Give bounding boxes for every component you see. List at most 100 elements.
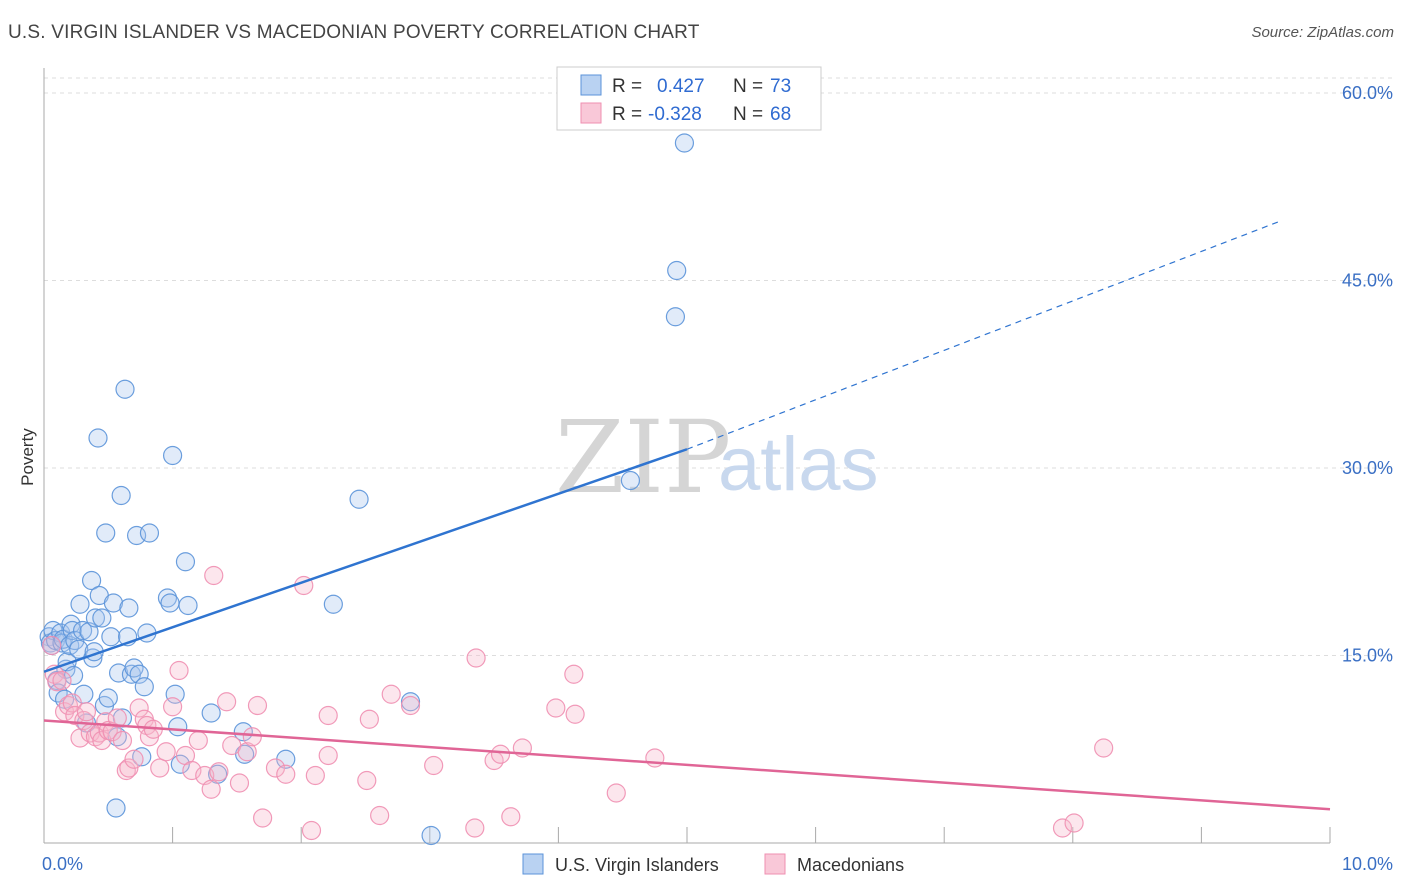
macedonian-point: [318, 705, 338, 726]
watermark: ZIP atlas: [555, 399, 879, 516]
macedonian-point: [565, 704, 585, 724]
macedonian-point: [370, 805, 390, 826]
macedonian-point: [242, 727, 262, 747]
macedonian-point: [1064, 813, 1084, 833]
macedonian-point: [465, 818, 485, 838]
macedonian-point: [237, 742, 257, 762]
virgin-islander-point: [101, 627, 121, 647]
virgin-islander-point: [96, 523, 116, 543]
macedonian-point: [163, 697, 183, 717]
virgin-islander-point: [124, 658, 144, 678]
macedonian-point: [247, 695, 268, 716]
legend-n-value-2: 68: [770, 104, 791, 125]
macedonian-point: [501, 807, 521, 827]
macedonian-point: [1094, 738, 1114, 758]
legend-n-label-1: N =: [733, 76, 763, 97]
macedonian-point: [62, 693, 82, 713]
y-tick-label: 30.0%: [1342, 458, 1393, 478]
trend-lines: [43, 221, 1331, 811]
macedonian-point: [116, 760, 136, 781]
y-tick-label: 45.0%: [1342, 271, 1393, 291]
series-us-virgin-islanders: [39, 133, 695, 846]
legend-swatch-pink: [580, 102, 602, 124]
virgin-islander-point: [674, 133, 695, 153]
y-tick-label: 15.0%: [1342, 646, 1393, 666]
virgin-islander-point: [665, 307, 686, 327]
macedonian-point: [169, 660, 189, 681]
macedonian-point: [424, 755, 444, 776]
series-macedonians: [42, 565, 1114, 841]
macedonian-point: [276, 764, 296, 784]
macedonian-point: [217, 692, 237, 712]
macedonian-point: [466, 648, 486, 668]
macedonian-point: [490, 744, 511, 764]
x-tick-label: 10.0%: [1342, 854, 1393, 874]
legend-r-label-2: R =: [612, 104, 642, 125]
macedonian-trend-line: [43, 719, 1331, 811]
bottom-legend-label-blue: U.S. Virgin Islanders: [555, 855, 719, 875]
macedonian-point: [305, 765, 325, 786]
bottom-legend-swatch-blue: [522, 853, 544, 875]
macedonian-point: [112, 730, 133, 751]
virgin-islander-point: [421, 825, 441, 846]
virgin-islander-point: [119, 598, 139, 618]
macedonian-point: [76, 702, 97, 722]
virgin-islander-point: [81, 570, 102, 591]
macedonian-point: [129, 698, 149, 718]
virgin-islander-point: [70, 594, 90, 614]
virgin-islander-point: [165, 684, 185, 704]
macedonian-point: [359, 709, 379, 729]
legend-r-value-2: -0.328: [648, 104, 702, 125]
macedonian-point: [156, 742, 176, 762]
bottom-legend-label-pink: Macedonians: [797, 855, 904, 875]
macedonian-point: [229, 773, 250, 793]
y-tick-labels: 15.0% 30.0% 45.0% 60.0%: [1342, 83, 1393, 666]
macedonian-point: [546, 698, 566, 718]
virgin-islander-point: [103, 593, 124, 613]
macedonian-point: [301, 820, 322, 841]
y-tick-label: 60.0%: [1342, 83, 1393, 103]
virgin-islander-point: [132, 747, 152, 767]
top-legend: R = 0.427 N = 73 R = -0.328 N = 68: [556, 66, 822, 131]
chart-title: U.S. VIRGIN ISLANDER VS MACEDONIAN POVER…: [8, 22, 700, 43]
legend-r-value-1: 0.427: [657, 76, 705, 97]
virgin-islander-point: [69, 639, 89, 659]
legend-n-label-2: N =: [733, 104, 763, 125]
virgin-islander-trend-extension: [686, 221, 1279, 450]
x-axis-ticks: [172, 827, 1331, 843]
macedonian-point: [204, 565, 224, 586]
virgin-islander-point: [129, 664, 149, 684]
virgin-islander-point: [92, 608, 112, 628]
virgin-islander-point: [349, 489, 369, 509]
virgin-islander-point: [72, 620, 93, 641]
macedonian-point: [318, 745, 338, 766]
x-tick-labels: 0.0% 10.0%: [42, 854, 1393, 874]
macedonian-point: [150, 758, 170, 778]
virgin-islander-point: [134, 677, 154, 697]
virgin-islander-point: [115, 379, 135, 399]
macedonian-point: [201, 779, 221, 799]
virgin-islander-point: [175, 552, 196, 572]
grid-lines: [44, 77, 1395, 656]
legend-swatch-blue: [580, 74, 602, 96]
virgin-islander-point: [85, 608, 106, 628]
macedonian-point: [1052, 818, 1073, 838]
macedonian-point: [188, 730, 208, 751]
bottom-legend: U.S. Virgin Islanders Macedonians: [522, 853, 904, 875]
virgin-islander-point: [233, 722, 253, 742]
macedonian-point: [381, 684, 401, 704]
macedonian-point: [52, 670, 72, 691]
virgin-islander-point: [61, 614, 81, 634]
virgin-islander-point: [168, 717, 188, 737]
virgin-islander-point: [160, 593, 180, 613]
virgin-islander-trend-line: [43, 448, 688, 673]
source-label: Source: ZipAtlas.com: [1251, 24, 1394, 41]
bottom-legend-swatch-pink: [764, 853, 786, 875]
macedonian-point: [209, 762, 229, 782]
virgin-islander-point: [201, 703, 221, 723]
virgin-islander-point: [163, 445, 183, 466]
macedonian-point: [606, 783, 626, 803]
macedonian-point: [182, 760, 202, 781]
macedonian-point: [65, 705, 85, 726]
